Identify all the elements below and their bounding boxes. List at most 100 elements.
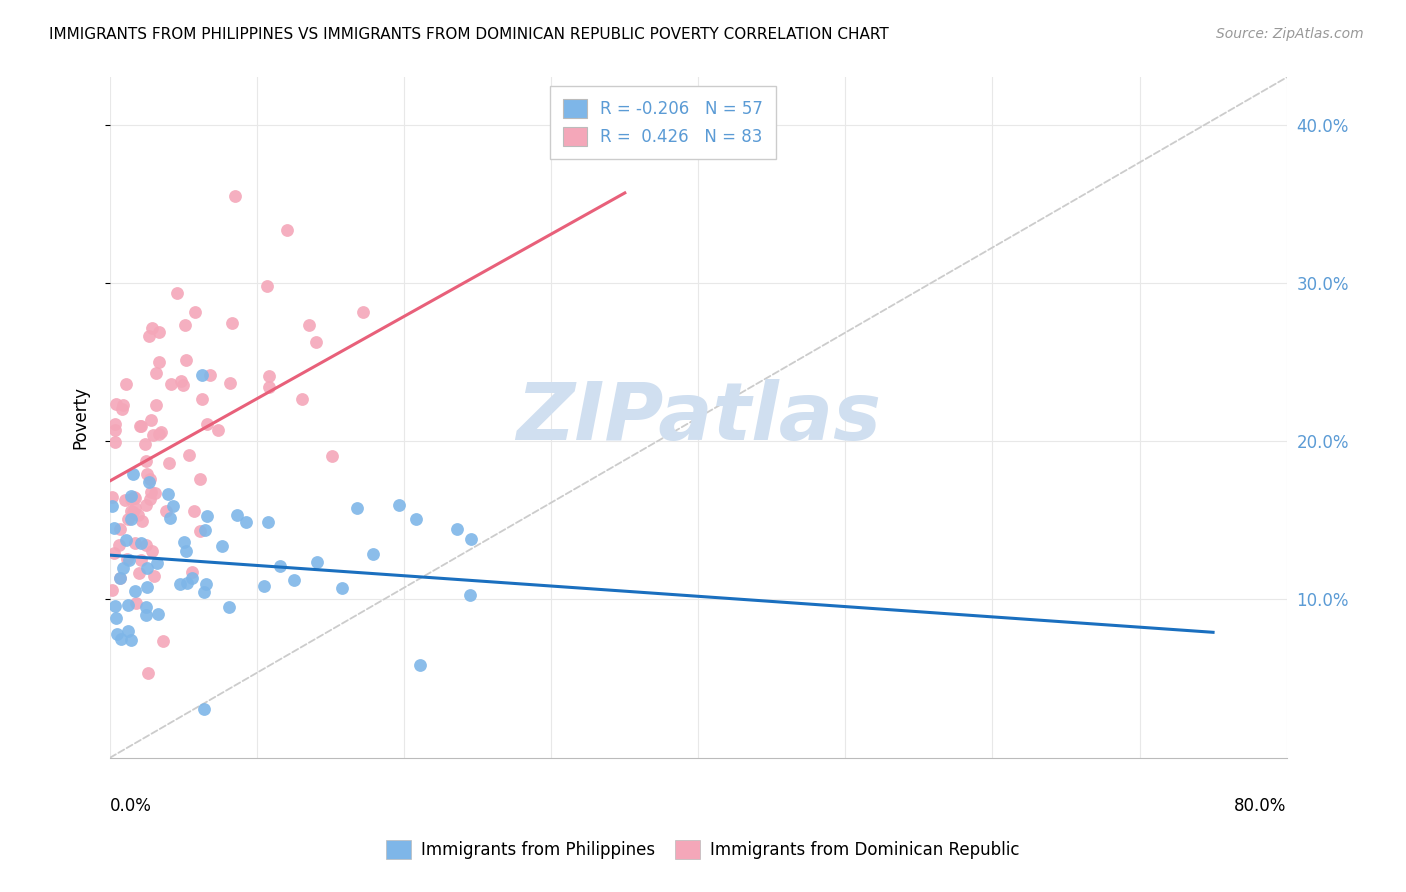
Point [103,546,125,560]
Point [117,551,139,566]
Point [148,427,170,442]
Point [134,600,156,615]
Point [110,632,132,646]
Point [136,665,159,680]
Point [159,376,181,391]
Point [346,501,368,516]
Point [139,491,162,506]
Point [253,579,276,593]
Point [180,565,202,579]
Point [218,600,240,615]
Point [124,500,146,515]
Point [104,423,127,437]
Point [120,489,142,503]
Point [256,278,278,293]
Point [224,189,246,203]
Point [141,543,163,558]
Point [135,498,157,512]
Point [183,504,205,518]
Point [104,417,127,432]
Point [114,533,136,547]
Point [135,538,157,552]
Point [166,285,188,300]
Point [122,467,145,481]
Point [134,437,156,451]
Point [129,536,152,550]
Point [103,521,125,535]
Point [112,398,135,412]
Text: ZIPatlas: ZIPatlas [516,378,880,457]
Point [117,598,139,612]
Point [195,577,218,591]
Point [120,504,142,518]
Point [136,560,159,574]
Y-axis label: Poverty: Poverty [72,386,89,449]
Point [112,561,135,575]
Point [361,548,384,562]
Point [409,657,432,672]
Point [101,499,124,513]
Point [131,515,153,529]
Point [124,491,146,506]
Point [200,368,222,383]
Point [388,498,411,512]
Point [176,576,198,591]
Point [127,508,149,523]
Point [195,417,218,431]
Point [146,556,169,570]
Point [143,568,166,582]
Text: Source: ZipAtlas.com: Source: ZipAtlas.com [1216,27,1364,41]
Point [297,318,319,332]
Point [191,368,214,382]
Point [148,355,170,369]
Point [117,624,139,638]
Point [125,596,148,610]
Point [105,397,128,411]
Point [108,522,131,536]
Point [145,366,167,380]
Point [104,599,127,614]
Point [141,485,163,500]
Point [180,571,202,585]
Point [103,435,125,450]
Point [283,573,305,587]
Point [120,512,142,526]
Point [174,543,197,558]
Point [105,627,128,641]
Point [117,512,139,526]
Point [142,428,165,442]
Point [225,508,247,522]
Point [170,375,193,389]
Point [157,487,180,501]
Point [307,555,329,569]
Point [120,633,142,648]
Point [188,472,211,486]
Point [446,523,468,537]
Point [129,418,152,433]
Point [191,392,214,407]
Point [143,485,166,500]
Legend: R = -0.206   N = 57, R =  0.426   N = 83: R = -0.206 N = 57, R = 0.426 N = 83 [550,86,776,160]
Point [405,512,427,526]
Point [174,318,197,333]
Point [138,329,160,343]
Point [291,392,314,406]
Point [257,515,280,529]
Point [458,588,481,602]
Point [138,475,160,489]
Point [108,571,131,585]
Point [330,581,353,595]
Point [321,449,343,463]
Point [193,584,215,599]
Point [105,611,128,625]
Point [177,448,200,462]
Point [124,584,146,599]
Point [155,504,177,518]
Point [122,491,145,505]
Point [114,492,136,507]
Text: IMMIGRANTS FROM PHILIPPINES VS IMMIGRANTS FROM DOMINICAN REPUBLIC POVERTY CORREL: IMMIGRANTS FROM PHILIPPINES VS IMMIGRANT… [49,27,889,42]
Point [124,536,146,550]
Point [141,321,163,335]
Point [145,398,167,412]
Point [257,368,280,383]
